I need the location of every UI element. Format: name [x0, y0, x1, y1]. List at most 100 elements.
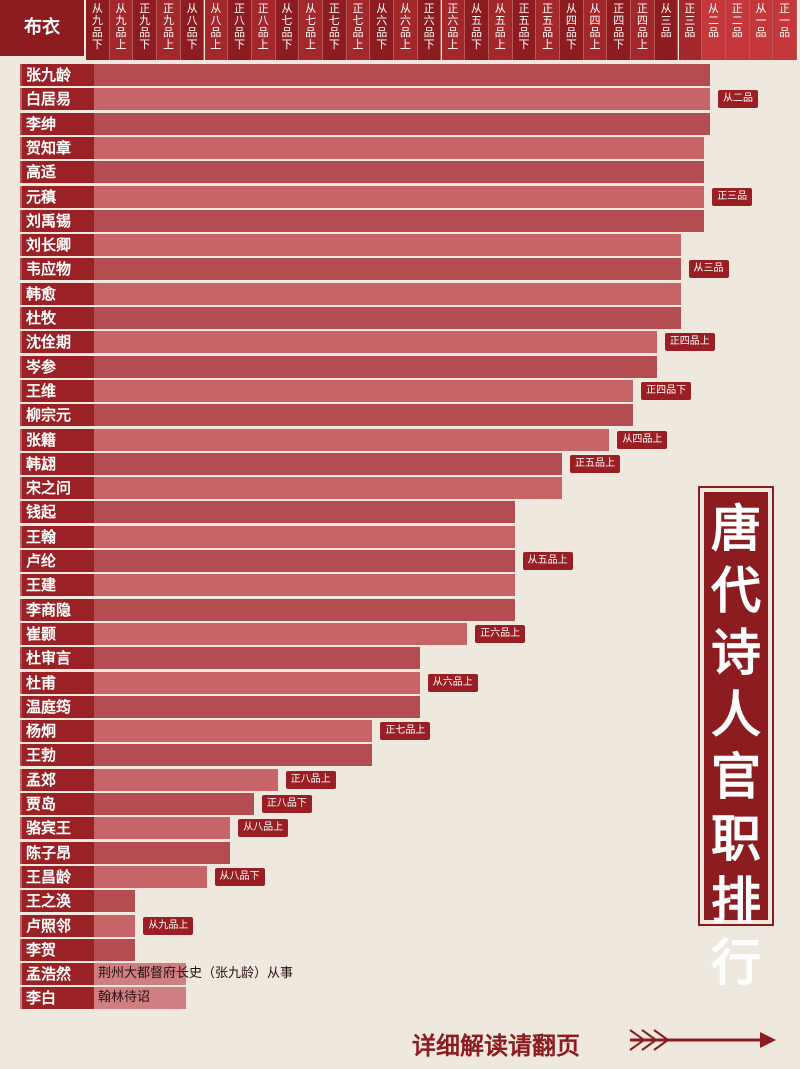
rank-axis-label: 从八品上	[204, 0, 229, 60]
bar	[20, 379, 634, 402]
poet-name: 王维	[22, 379, 94, 402]
office-label: 翰林待诏	[98, 990, 151, 1006]
poet-name: 李贺	[22, 938, 94, 961]
bar	[20, 282, 681, 305]
rank-axis-label: 从四品下	[560, 0, 584, 60]
rank-axis-label: 从六品下	[370, 0, 395, 60]
rank-axis-label: 从九品上	[109, 0, 134, 60]
bar	[20, 355, 657, 378]
rank-tag: 正五品上	[570, 454, 620, 473]
rank-axis-label: 从七品下	[275, 0, 300, 60]
rank-tag: 正四品下	[641, 381, 692, 400]
rank-axis-label: 正五品下	[512, 0, 537, 60]
bar	[20, 647, 420, 670]
rank-axis-label: 正七品下	[323, 0, 347, 60]
poet-name: 韩翃	[22, 452, 94, 475]
poet-name: 张九龄	[22, 64, 94, 86]
rank-axis-label: 从四品上	[583, 0, 608, 60]
rank-tag: 从六品上	[427, 673, 478, 692]
poet-name: 骆宾王	[22, 817, 94, 840]
rank-axis-label: 从六品上	[394, 0, 418, 60]
poet-name: 杜甫	[22, 671, 94, 694]
bar	[20, 525, 515, 548]
poet-name: 张籍	[22, 428, 94, 451]
bar	[20, 185, 705, 208]
bar	[20, 720, 373, 743]
rank-tag: 从三品	[688, 260, 729, 279]
poet-name: 刘长卿	[22, 234, 94, 257]
poet-name: 钱起	[22, 501, 94, 524]
rank-axis-label: 正四品上	[631, 0, 655, 60]
rank-tag: 正八品下	[261, 795, 312, 813]
bar	[20, 744, 373, 767]
rank-axis-label-commoner: 布衣	[0, 0, 84, 59]
rank-axis-label: 正八品下	[228, 0, 252, 60]
rank-axis-label: 从五品下	[465, 0, 489, 60]
poet-name: 杜牧	[22, 307, 94, 329]
bar	[20, 550, 515, 572]
rank-tag: 从五品上	[522, 552, 573, 570]
poet-name: 贾岛	[22, 793, 94, 815]
poet-name: 孟郊	[22, 768, 94, 791]
poet-name: 柳宗元	[22, 404, 94, 427]
rank-axis-label: 正一品	[773, 0, 797, 60]
poet-name: 李白	[22, 987, 94, 1010]
bar	[20, 209, 705, 232]
poet-name: 陈子昂	[22, 841, 94, 864]
rank-axis-label: 正三品	[678, 0, 703, 60]
rank-axis-label: 正二品	[725, 0, 750, 60]
poet-name: 高适	[22, 161, 94, 184]
bar	[20, 64, 710, 86]
poet-name: 元稹	[22, 185, 94, 208]
bar	[20, 112, 710, 135]
poet-name: 孟浩然	[22, 963, 94, 986]
bar	[20, 161, 705, 184]
rank-tag: 正三品	[712, 187, 753, 206]
bar	[20, 428, 610, 451]
poet-name: 韦应物	[22, 258, 94, 281]
bar	[20, 598, 515, 621]
rank-axis-label: 正九品下	[133, 0, 158, 60]
poet-name: 宋之问	[22, 477, 94, 500]
bar	[20, 234, 681, 257]
arrow-icon	[629, 1029, 776, 1051]
bar	[20, 258, 681, 281]
bar	[20, 307, 681, 329]
poet-name: 贺知章	[22, 136, 94, 159]
bar	[20, 671, 420, 694]
bar	[20, 574, 515, 597]
rank-tag: 从八品上	[238, 819, 289, 838]
poet-name: 王建	[22, 574, 94, 597]
poet-name: 沈佺期	[22, 331, 94, 354]
office-label: 荆州大都督府长史（张九龄）从事	[98, 966, 294, 982]
rank-axis-label: 从七品上	[299, 0, 323, 60]
rank-axis-label: 从八品下	[180, 0, 205, 60]
poet-name: 王之涣	[22, 890, 94, 913]
rank-axis-label: 从五品上	[488, 0, 513, 60]
rank-axis-label: 正六品上	[441, 0, 466, 60]
rank-tag: 正八品上	[285, 770, 336, 789]
chart-title: 唐代诗人官职排行	[698, 486, 774, 992]
poet-name: 崔颢	[22, 622, 94, 645]
bar	[20, 622, 468, 645]
rank-axis-label: 正九品上	[157, 0, 181, 60]
bar	[20, 501, 515, 524]
bar	[20, 452, 562, 475]
poet-name: 王昌龄	[22, 865, 94, 888]
rank-axis-label: 正五品上	[536, 0, 560, 60]
footer-hint: 详细解读请翻页	[412, 1032, 580, 1060]
poet-name: 卢纶	[22, 550, 94, 572]
poet-name: 韩愈	[22, 282, 94, 305]
rank-tag: 正六品上	[475, 624, 526, 643]
rank-axis-label: 正六品下	[417, 0, 442, 60]
poet-name: 卢照邻	[22, 914, 94, 937]
rank-axis-label: 从二品	[702, 0, 726, 60]
rank-axis-header: 布衣 从九品下从九品上正九品下正九品上从八品下从八品上正八品下正八品上从七品下从…	[0, 0, 800, 60]
poet-name: 温庭筠	[22, 695, 94, 718]
rank-axis-label: 从三品	[654, 0, 679, 60]
bar	[20, 477, 562, 500]
rank-axis-label: 从一品	[749, 0, 774, 60]
poet-name: 白居易	[22, 88, 94, 111]
bar	[20, 404, 634, 427]
